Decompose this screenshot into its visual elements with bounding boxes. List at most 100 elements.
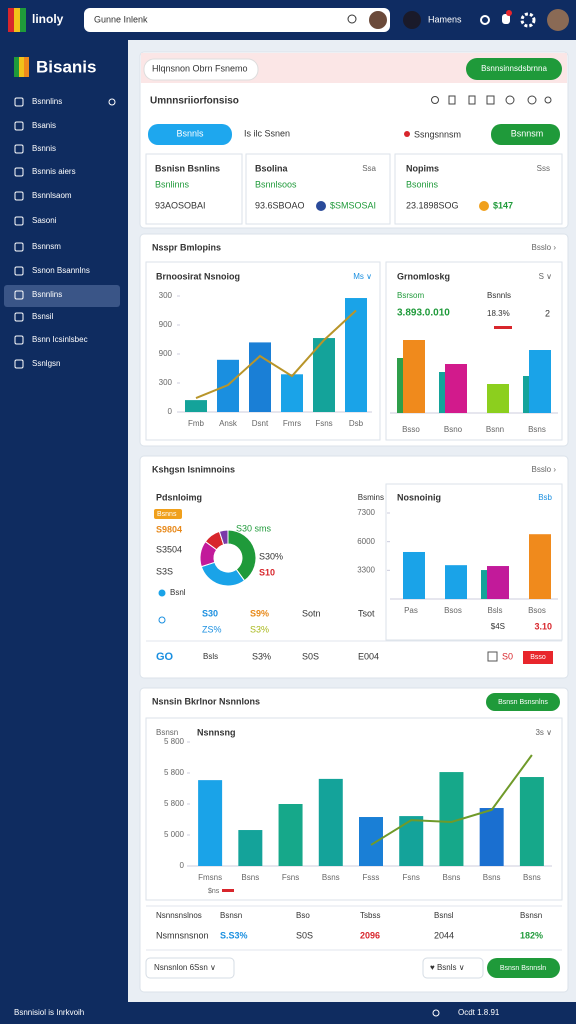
y-tick-label: 6000 [357, 537, 375, 546]
tool-icon[interactable] [468, 95, 476, 105]
button[interactable] [491, 124, 560, 145]
help-icon[interactable] [480, 15, 490, 25]
menu-item[interactable]: Bsanis [32, 121, 56, 130]
chip[interactable] [422, 957, 484, 979]
card-title: Bsnisn Bsnlins [155, 163, 220, 173]
x-tick-label: Fsns [282, 873, 299, 882]
search-box[interactable] [84, 8, 390, 32]
tool-icon[interactable] [544, 96, 552, 104]
banner-text[interactable]: Hlqnsnon Obrn Fsnemo [152, 63, 248, 73]
footer-icon [432, 1009, 440, 1017]
tool-icon[interactable] [431, 96, 439, 104]
stat: ZS% [202, 624, 222, 634]
link[interactable]: Bsslo › [532, 243, 557, 252]
tab-label[interactable]: Bsnnls [176, 128, 204, 138]
menu[interactable]: 3s ∨ [535, 728, 552, 737]
menu-icon [14, 266, 24, 276]
avatar[interactable] [369, 11, 387, 29]
filter-pill[interactable] [145, 957, 235, 979]
chip-text[interactable]: ♥ Bsnls ∨ [430, 963, 465, 972]
card [145, 153, 243, 225]
menu-item[interactable]: Ssnlgsn [32, 359, 60, 368]
menu-item[interactable]: Bsnnis [32, 144, 56, 153]
button[interactable] [466, 58, 562, 80]
footer-item: S3% [252, 651, 271, 661]
stat: S3% [250, 624, 269, 634]
logo [14, 57, 19, 77]
search-text[interactable]: Gunne Inlenk [94, 14, 148, 24]
x-tick-label: Fmsns [198, 873, 222, 882]
button[interactable] [487, 958, 560, 978]
link[interactable]: Bsslo › [532, 465, 557, 474]
menu-item[interactable]: Bsnn Icsinlsbec [32, 335, 88, 344]
x-tick-label: Fsns [403, 873, 420, 882]
button-label[interactable]: Bsnnsinnsdsbrnna [481, 64, 547, 73]
menu[interactable]: Bsb [538, 493, 552, 502]
search-icon[interactable] [347, 14, 357, 24]
filter[interactable]: Ssngsnnsm [414, 129, 461, 139]
bar [238, 830, 263, 866]
menu-icon [14, 242, 24, 252]
logo [14, 8, 20, 32]
tool-icon[interactable] [505, 95, 515, 105]
badge-icon [316, 201, 326, 211]
bar [397, 358, 403, 413]
button[interactable] [486, 693, 560, 711]
bar [198, 780, 223, 866]
icon [158, 616, 166, 624]
tool-icon[interactable] [527, 95, 537, 105]
card [394, 153, 563, 225]
menu-item[interactable]: Bsnnsm [32, 242, 61, 251]
banner-pill[interactable] [143, 58, 259, 81]
menu-item[interactable]: Bsnsil [32, 312, 54, 321]
bar [445, 364, 467, 413]
badge-icon [479, 201, 489, 211]
user-name[interactable]: Hamens [428, 14, 462, 24]
toggle[interactable] [108, 98, 116, 106]
footer-item: Bsls [203, 652, 218, 661]
icon[interactable] [487, 651, 498, 662]
x-tick-label: Bsno [444, 425, 463, 434]
active-item [4, 285, 120, 307]
settings-icon[interactable] [520, 12, 536, 28]
button-label[interactable]: Bsso [530, 654, 546, 661]
user-icon[interactable] [403, 11, 421, 29]
tab-active[interactable] [148, 124, 232, 145]
table-cell: 2044 [434, 930, 454, 940]
avatar[interactable] [547, 9, 569, 31]
bar [399, 816, 424, 866]
filter-text[interactable]: Nsnsnlon 6Ssn ∨ [154, 963, 216, 972]
button-label[interactable]: Bsnsn Bsnsnlns [498, 699, 548, 706]
button-label[interactable]: Bsnnsm [511, 128, 544, 138]
menu[interactable]: Ms ∨ [353, 272, 372, 281]
bell-icon[interactable] [502, 14, 510, 24]
menu-icon [14, 216, 24, 226]
menu-item[interactable]: Bsnnlsaom [32, 191, 72, 200]
panel-title: Nsnsin Bkrlnor Nsnnlons [152, 696, 260, 706]
tool-icon[interactable] [448, 95, 456, 105]
count: S0 [502, 651, 513, 661]
x-tick-label: Bsns [523, 873, 541, 882]
kpi-count: 2 [545, 308, 550, 318]
menu-item[interactable]: Sasoni [32, 216, 57, 225]
button[interactable] [523, 651, 553, 664]
tab-label[interactable]: Is ilc Ssnen [244, 128, 290, 138]
menu-item[interactable]: Bsnnis aiers [32, 167, 76, 176]
button-label[interactable]: Bsnsn Bsnnsln [500, 965, 546, 972]
menu[interactable]: S ∨ [539, 272, 552, 281]
menu-item[interactable]: Ssnon Bsannlns [32, 266, 90, 275]
chart-title: Pdsnloimg [156, 492, 202, 502]
note: 3.10 [534, 621, 552, 631]
y-tick-label: 900 [159, 349, 173, 358]
bar [403, 340, 425, 413]
card-subtitle: Bsnnlsoos [255, 179, 297, 189]
table-cell: S0S [296, 930, 313, 940]
menu-item[interactable]: Bsnnlins [32, 97, 62, 106]
bar [281, 374, 303, 412]
chart-title: Nosnoinig [397, 492, 441, 502]
card-subtitle: Bsnlinns [155, 179, 190, 189]
card-badge: $147 [493, 200, 513, 210]
footer-item: S0S [302, 651, 319, 661]
menu-item[interactable]: Bsnnlins [32, 290, 62, 299]
tool-icon[interactable] [486, 95, 495, 105]
